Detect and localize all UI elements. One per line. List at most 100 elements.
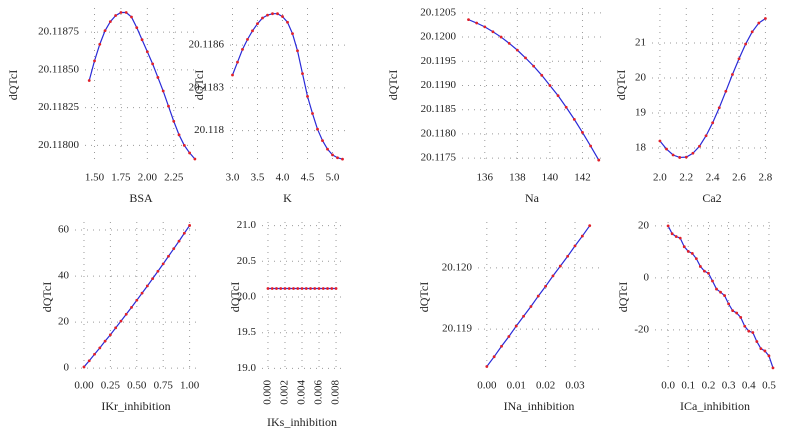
subplot: 20.118 20.1183 20.1186 3.0 3.5 4.0 4.5 5.0 KdQTc… (189, 8, 345, 205)
data-point (261, 16, 264, 20)
data-point (130, 15, 133, 19)
data-point (724, 89, 728, 93)
x-tick-label: 0.25 (101, 380, 121, 392)
data-point (686, 249, 690, 253)
y-tick-label: 19 (635, 107, 647, 119)
x-axis-label: BSA (129, 191, 153, 205)
data-point (326, 147, 329, 151)
x-tick-label: 4.5 (301, 172, 315, 184)
data-point (135, 298, 139, 302)
data-point (698, 265, 702, 268)
data-point (182, 231, 186, 235)
data-point (177, 133, 181, 137)
data-point (588, 224, 592, 228)
data-point (321, 139, 324, 143)
data-point (485, 365, 489, 368)
y-tick-label: 20.0 (237, 291, 257, 303)
y-axis-label: dQTcI (192, 70, 206, 100)
data-point (182, 143, 186, 147)
x-axis-label: IKr_inhibition (101, 399, 170, 413)
data-point (670, 232, 674, 236)
y-tick-label: 20.11825 (38, 101, 79, 113)
y-axis-label: dQTcI (228, 282, 242, 312)
y-axis-label: dQTcI (417, 282, 431, 312)
data-point (731, 73, 734, 76)
data-point (241, 47, 244, 51)
x-tick-label: 0.3 (722, 380, 736, 392)
data-point (291, 32, 294, 36)
data-point (678, 236, 682, 240)
data-point (331, 153, 334, 157)
y-tick-label: 0 (644, 271, 650, 283)
data-point (731, 309, 735, 313)
x-tick-label: 0.000 (261, 380, 273, 405)
y-axis-label: dQTcI (614, 70, 628, 100)
data-point (666, 224, 670, 228)
x-tick-label: 0.03 (565, 380, 585, 392)
data-point (514, 324, 518, 328)
y-tick-label: 40 (58, 270, 70, 282)
y-tick-label: 60 (58, 224, 70, 236)
data-point (313, 287, 317, 290)
data-point (532, 64, 536, 68)
data-point (119, 319, 123, 323)
data-point (309, 287, 312, 290)
data-point (103, 29, 107, 33)
x-tick-label: 2.8 (759, 172, 773, 184)
data-point (755, 340, 759, 343)
data-point (573, 244, 577, 248)
data-point (135, 26, 139, 30)
data-point (156, 76, 160, 79)
x-tick-label: 2.2 (679, 172, 693, 184)
data-point (747, 329, 751, 333)
data-point (124, 312, 128, 316)
x-tick-label: 0.75 (154, 380, 174, 392)
series-line (659, 18, 766, 159)
x-tick-label: 138 (509, 172, 526, 184)
data-point (311, 112, 314, 115)
x-tick-label: 0.006 (313, 380, 325, 405)
x-tick-label: 1.75 (111, 172, 131, 184)
data-point (764, 17, 767, 20)
data-point (140, 38, 144, 42)
data-point (341, 157, 344, 161)
data-point (316, 127, 319, 131)
data-point (108, 333, 112, 337)
data-point (151, 277, 155, 280)
data-point (763, 349, 767, 353)
data-point (145, 50, 149, 54)
data-point (522, 314, 525, 318)
data-point (256, 22, 259, 26)
y-axis-label: dQTcI (386, 70, 400, 100)
y-tick-label: 20.1195 (421, 55, 457, 67)
x-tick-label: 142 (574, 172, 591, 184)
y-tick-label: 20 (58, 316, 70, 328)
data-point (167, 254, 170, 258)
x-axis-label: ICa_inhibition (680, 399, 750, 413)
data-point (698, 144, 701, 148)
data-point (475, 21, 479, 25)
data-point (684, 155, 688, 159)
data-point (551, 274, 555, 278)
y-tick-label: 20.11850 (38, 63, 79, 75)
data-point (727, 302, 731, 306)
data-point (715, 287, 718, 291)
subplot: 20.11800 20.11825 20.11850 20.11875 1.50 1.75… (6, 8, 197, 205)
data-point (321, 287, 325, 290)
y-tick-label: 20.1185 (421, 103, 457, 115)
data-point (317, 287, 321, 290)
y-tick-label: 20.1205 (420, 6, 456, 18)
data-point (130, 305, 133, 309)
data-point (188, 224, 192, 227)
data-point (500, 344, 503, 348)
data-point (93, 352, 96, 356)
y-tick-label: 20.1186 (189, 39, 225, 51)
y-tick-label: 19.0 (237, 362, 257, 374)
y-tick-label: 20.1200 (420, 31, 456, 43)
data-point (507, 335, 511, 338)
x-tick-label: 1.00 (180, 380, 200, 392)
data-point (737, 57, 741, 61)
data-point (759, 347, 763, 351)
x-tick-label: 140 (542, 172, 559, 184)
